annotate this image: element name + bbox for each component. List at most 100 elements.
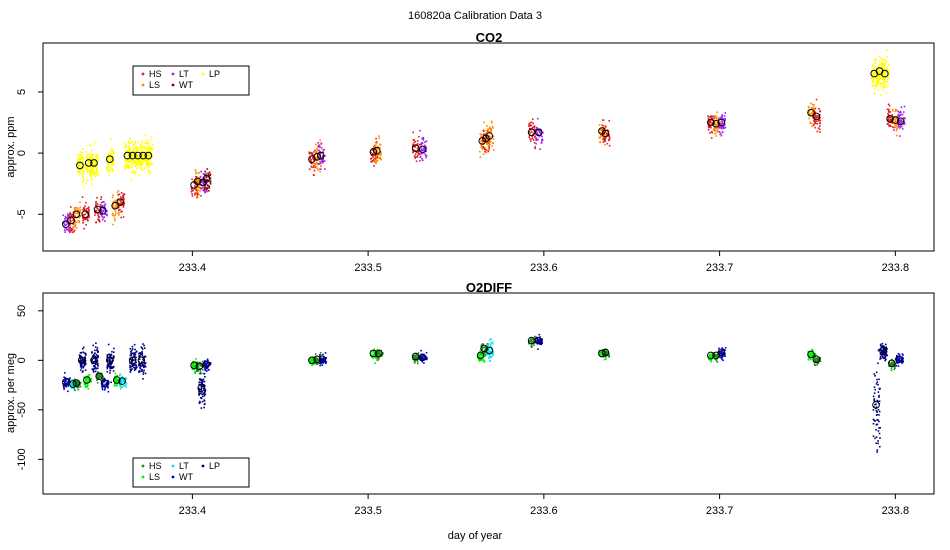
- data-point: [876, 423, 879, 426]
- data-point: [198, 184, 200, 187]
- data-point: [100, 198, 102, 200]
- data-point: [899, 135, 901, 137]
- data-point: [78, 171, 81, 173]
- data-point: [819, 116, 821, 119]
- data-point: [135, 356, 137, 359]
- data-point: [603, 350, 606, 352]
- data-point: [319, 171, 321, 173]
- data-point: [75, 221, 78, 223]
- data-point: [603, 140, 606, 142]
- data-point: [709, 121, 712, 123]
- data-point: [484, 354, 487, 356]
- data-point: [531, 339, 534, 341]
- data-point: [109, 167, 111, 169]
- data-point: [204, 170, 207, 173]
- data-point: [602, 119, 604, 121]
- data-point: [78, 383, 80, 385]
- data-point: [196, 189, 198, 192]
- data-point: [77, 170, 80, 172]
- cluster-hs-31: [528, 118, 537, 150]
- data-point: [198, 367, 201, 370]
- data-point: [316, 147, 318, 150]
- data-point: [107, 383, 110, 386]
- data-point: [484, 351, 486, 354]
- data-point: [133, 147, 135, 150]
- data-point: [95, 212, 97, 214]
- data-point: [209, 183, 212, 185]
- data-point: [205, 183, 208, 186]
- data-point: [100, 379, 102, 381]
- data-point: [416, 156, 418, 158]
- data-point: [718, 131, 721, 133]
- data-point: [69, 217, 72, 219]
- data-point: [140, 163, 142, 166]
- data-point: [107, 343, 110, 346]
- data-point: [123, 193, 126, 195]
- data-point: [192, 190, 194, 192]
- data-point: [873, 79, 875, 81]
- data-point: [103, 201, 105, 203]
- data-point: [308, 359, 311, 361]
- data-point: [380, 151, 382, 153]
- data-point: [719, 126, 722, 128]
- x-tick-label: 233.4: [179, 262, 207, 274]
- data-point: [119, 203, 122, 205]
- data-point: [81, 152, 84, 154]
- data-point: [599, 351, 602, 354]
- cluster-mean-marker: [193, 177, 202, 186]
- data-point: [92, 164, 95, 166]
- data-point: [489, 343, 492, 346]
- data-point: [114, 219, 116, 222]
- data-point: [198, 383, 201, 386]
- data-point: [877, 70, 880, 73]
- data-point: [375, 141, 378, 143]
- data-point: [81, 359, 83, 361]
- data-point: [69, 218, 71, 221]
- data-point: [377, 359, 379, 361]
- data-point: [898, 122, 900, 125]
- data-point: [101, 218, 104, 221]
- data-point: [605, 352, 607, 354]
- data-point: [78, 164, 80, 166]
- data-point: [876, 449, 879, 451]
- data-point: [140, 166, 142, 168]
- data-point: [196, 191, 198, 193]
- data-point: [87, 162, 90, 165]
- cluster-mean-marker: [113, 376, 121, 384]
- data-point: [312, 157, 315, 160]
- data-point: [488, 131, 491, 133]
- data-point: [89, 167, 92, 169]
- data-point: [426, 357, 428, 360]
- data-point: [721, 121, 724, 124]
- data-point: [881, 66, 883, 68]
- data-point: [531, 135, 533, 138]
- co2-y-axis: -505: [16, 89, 43, 219]
- data-point: [125, 150, 127, 153]
- data-point: [132, 143, 135, 146]
- data-point: [324, 358, 326, 360]
- data-point: [98, 220, 100, 222]
- data-point: [373, 158, 375, 161]
- data-point: [142, 156, 145, 158]
- data-point: [536, 129, 539, 132]
- data-point: [93, 354, 95, 356]
- cluster-mean-marker: [872, 401, 880, 409]
- data-point: [143, 369, 145, 372]
- data-point: [87, 159, 89, 162]
- data-point: [483, 354, 486, 357]
- data-point: [81, 173, 84, 176]
- cluster-mean-marker: [84, 159, 93, 167]
- data-point: [91, 156, 94, 159]
- data-point: [67, 214, 69, 217]
- data-point: [413, 362, 416, 364]
- data-point: [77, 380, 80, 383]
- data-point: [602, 356, 605, 358]
- data-point: [492, 127, 494, 129]
- data-point: [486, 344, 488, 347]
- data-point: [425, 154, 428, 157]
- data-point: [488, 135, 490, 137]
- data-point: [77, 213, 80, 215]
- data-point: [885, 87, 888, 89]
- data-point: [540, 134, 542, 136]
- data-point: [79, 359, 82, 362]
